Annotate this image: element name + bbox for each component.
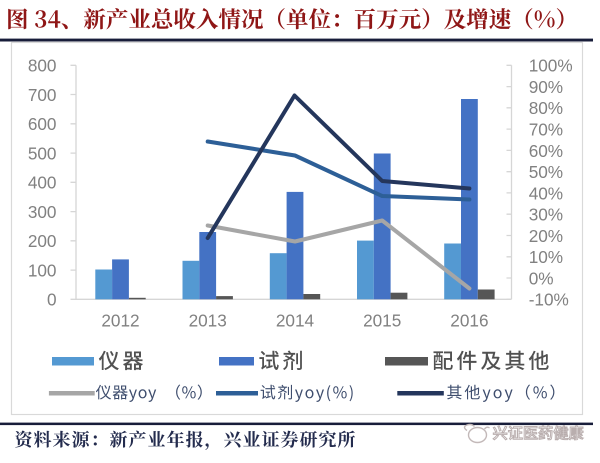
- svg-text:2016: 2016: [450, 311, 488, 331]
- svg-text:50%: 50%: [529, 162, 563, 182]
- svg-text:2013: 2013: [189, 311, 227, 331]
- svg-text:100%: 100%: [529, 56, 573, 76]
- svg-text:500: 500: [28, 144, 57, 164]
- svg-text:-10%: -10%: [529, 290, 569, 310]
- svg-text:700: 700: [28, 85, 57, 105]
- svg-text:2014: 2014: [276, 311, 315, 331]
- svg-text:0: 0: [47, 290, 57, 310]
- svg-text:30%: 30%: [529, 205, 563, 225]
- svg-text:10%: 10%: [529, 247, 563, 267]
- svg-text:0%: 0%: [529, 268, 554, 288]
- svg-text:2012: 2012: [101, 311, 139, 331]
- svg-text:600: 600: [28, 114, 57, 134]
- svg-text:2015: 2015: [363, 311, 401, 331]
- svg-text:40%: 40%: [529, 183, 563, 203]
- svg-text:60%: 60%: [529, 141, 563, 161]
- svg-text:70%: 70%: [529, 120, 563, 140]
- svg-text:20%: 20%: [529, 226, 563, 246]
- svg-text:90%: 90%: [529, 77, 563, 97]
- svg-text:80%: 80%: [529, 98, 563, 118]
- svg-text:100: 100: [28, 260, 57, 280]
- svg-text:800: 800: [28, 56, 57, 76]
- svg-text:200: 200: [28, 231, 57, 251]
- svg-text:300: 300: [28, 202, 57, 222]
- svg-text:400: 400: [28, 173, 57, 193]
